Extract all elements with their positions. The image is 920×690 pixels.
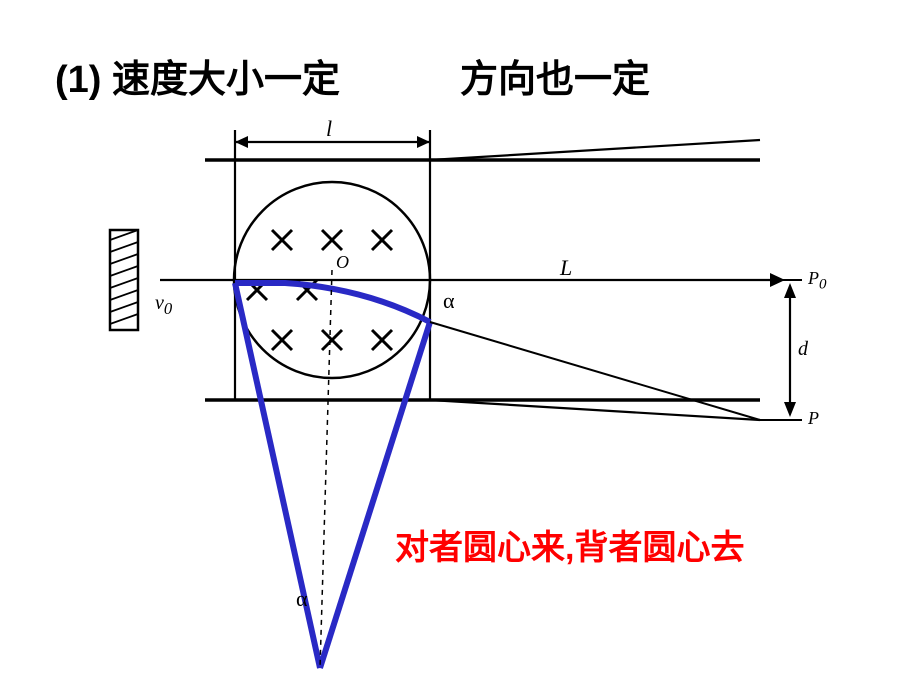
blue-trajectory — [235, 283, 430, 322]
label-alpha1: α — [443, 288, 455, 314]
funnel-bottom-line — [430, 400, 760, 420]
label-P: P — [808, 408, 819, 429]
label-d: d — [798, 338, 808, 361]
funnel-top-line — [430, 140, 760, 160]
d-arrow-bot — [784, 402, 796, 417]
field-crosses — [247, 230, 392, 350]
label-O: O — [336, 252, 349, 273]
l-arrow-right — [417, 136, 430, 148]
l-arrow-left — [235, 136, 248, 148]
label-alpha2: α — [296, 586, 308, 612]
label-l: l — [326, 116, 332, 142]
label-L: L — [560, 255, 572, 281]
dashed-radial — [320, 270, 332, 668]
exit-trajectory — [430, 322, 760, 420]
particle-source — [110, 230, 138, 330]
d-arrow-top — [784, 283, 796, 298]
label-P0: P0 — [808, 268, 827, 294]
physics-diagram — [0, 0, 920, 690]
label-v0: v0 — [155, 292, 172, 319]
blue-radius-right — [320, 322, 430, 668]
